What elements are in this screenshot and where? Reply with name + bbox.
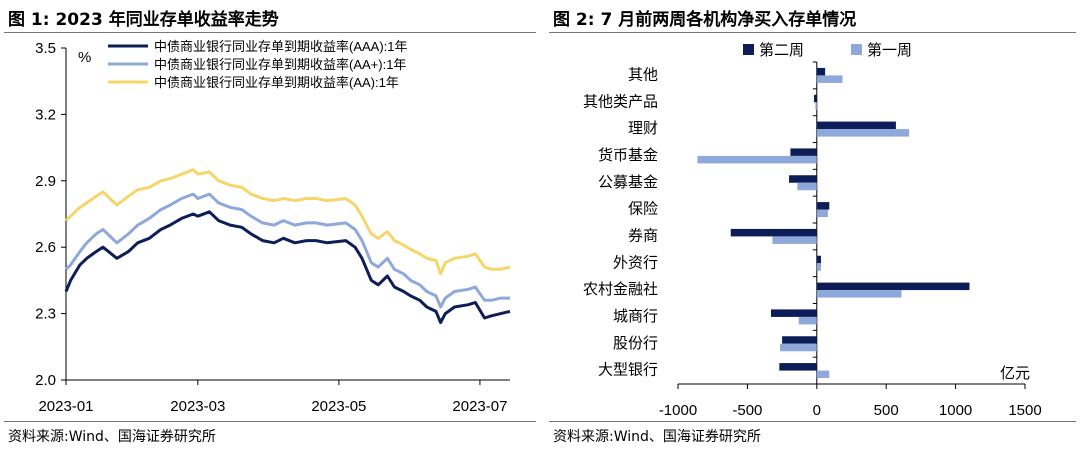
series-line (64, 192, 510, 309)
category-label: 城商行 (613, 307, 658, 325)
bar (816, 202, 830, 210)
x-tick-label: 1000 (939, 402, 972, 419)
legend-label: 第二周 (759, 41, 804, 59)
legend-label: 中债商业银行同业存单到期收益率(AAA):1年 (154, 39, 408, 54)
bar (770, 309, 817, 317)
figure-1-panel: 图 1: 2023 年同业存单收益率走势 3.5 3.2 2.9 2.6 2.3 2.0 2… (4, 10, 536, 445)
bar-chart: -1000 -500 0 500 1000 1500 其他其他类产品理财货币基金公募基金保险… (583, 41, 1042, 419)
bar (816, 370, 830, 379)
figure-1-bottom-rule (4, 421, 536, 422)
category-label: 大型银行 (598, 361, 658, 379)
x-tick-label: 1500 (1008, 402, 1041, 419)
x-tick-label: 0 (813, 402, 821, 419)
bar (816, 263, 821, 271)
legend-label: 中债商业银行同业存单到期收益率(AA):1年 (154, 75, 399, 90)
bar (798, 316, 817, 325)
category-label: 其他类产品 (583, 92, 658, 110)
x-tick-label: 2023-03 (170, 398, 225, 415)
category-label: 公募基金 (598, 173, 658, 191)
bar (730, 228, 817, 237)
bar (816, 129, 910, 137)
bar (697, 155, 817, 164)
category-label: 保险 (628, 200, 658, 218)
figure-2-title: 图 2: 7 月前两周各机构净买入存单情况 (553, 10, 857, 30)
y-tick-label: 2.0 (35, 372, 56, 389)
bar (816, 209, 828, 218)
bar (816, 75, 843, 83)
bar (779, 363, 817, 371)
bar (816, 121, 896, 130)
figure-1-source: 资料来源:Wind、国海证券研究所 (8, 429, 216, 445)
series-line (64, 210, 511, 324)
category-label: 货币基金 (598, 146, 658, 164)
category-label: 农村金融社 (583, 280, 658, 298)
y-tick-label: 2.3 (35, 306, 56, 323)
category-label: 股份行 (613, 334, 658, 352)
y-unit-label: % (78, 49, 91, 66)
figure-1-title-rule (4, 32, 536, 33)
legend-label: 中债商业银行同业存单到期收益率(AA+):1年 (154, 57, 406, 72)
y-tick-label: 2.9 (35, 173, 56, 190)
category-label: 券商 (628, 226, 658, 244)
bar (797, 182, 817, 191)
figure-2-panel: 图 2: 7 月前两周各机构净买入存单情况 -1000 -500 0 500 1000 1… (545, 0, 1080, 451)
x-tick-label: -500 (732, 402, 762, 419)
category-label: 外资行 (613, 253, 658, 271)
legend-swatch (851, 44, 862, 55)
bar (782, 336, 817, 344)
bar (772, 236, 817, 244)
y-tick-label: 3.5 (35, 40, 56, 57)
bar (790, 148, 817, 156)
figure-2-source: 资料来源:Wind、国海证券研究所 (553, 429, 761, 445)
bar (814, 94, 817, 103)
x-tick-label: 2023-05 (311, 398, 366, 415)
legend-swatch (743, 44, 754, 55)
line-chart: 3.5 3.2 2.9 2.6 2.3 2.0 2023-01 2023-03 2023-05 2… (35, 39, 511, 415)
figure-2-title-rule (549, 32, 1076, 33)
unit-label: 亿元 (1000, 365, 1030, 382)
category-label: 理财 (628, 119, 658, 137)
bar (816, 255, 821, 264)
bar (815, 102, 817, 110)
bar (789, 175, 817, 183)
bar (816, 67, 826, 76)
x-tick-label: 2023-01 (38, 398, 93, 415)
x-tick-label: 500 (874, 402, 899, 419)
x-tick-label: -1000 (659, 402, 697, 419)
y-tick-label: 3.2 (35, 106, 56, 123)
series-line (64, 168, 511, 276)
figure-2-bottom-rule (549, 421, 1076, 422)
bar (816, 282, 970, 291)
legend-label: 第一周 (867, 41, 912, 59)
figure-1-title: 图 1: 2023 年同业存单收益率走势 (8, 10, 279, 30)
bar (780, 343, 817, 352)
y-tick-label: 2.6 (35, 239, 56, 256)
bar (816, 290, 902, 298)
x-tick-label: 2023-07 (452, 398, 507, 415)
category-label: 其他 (628, 65, 658, 83)
